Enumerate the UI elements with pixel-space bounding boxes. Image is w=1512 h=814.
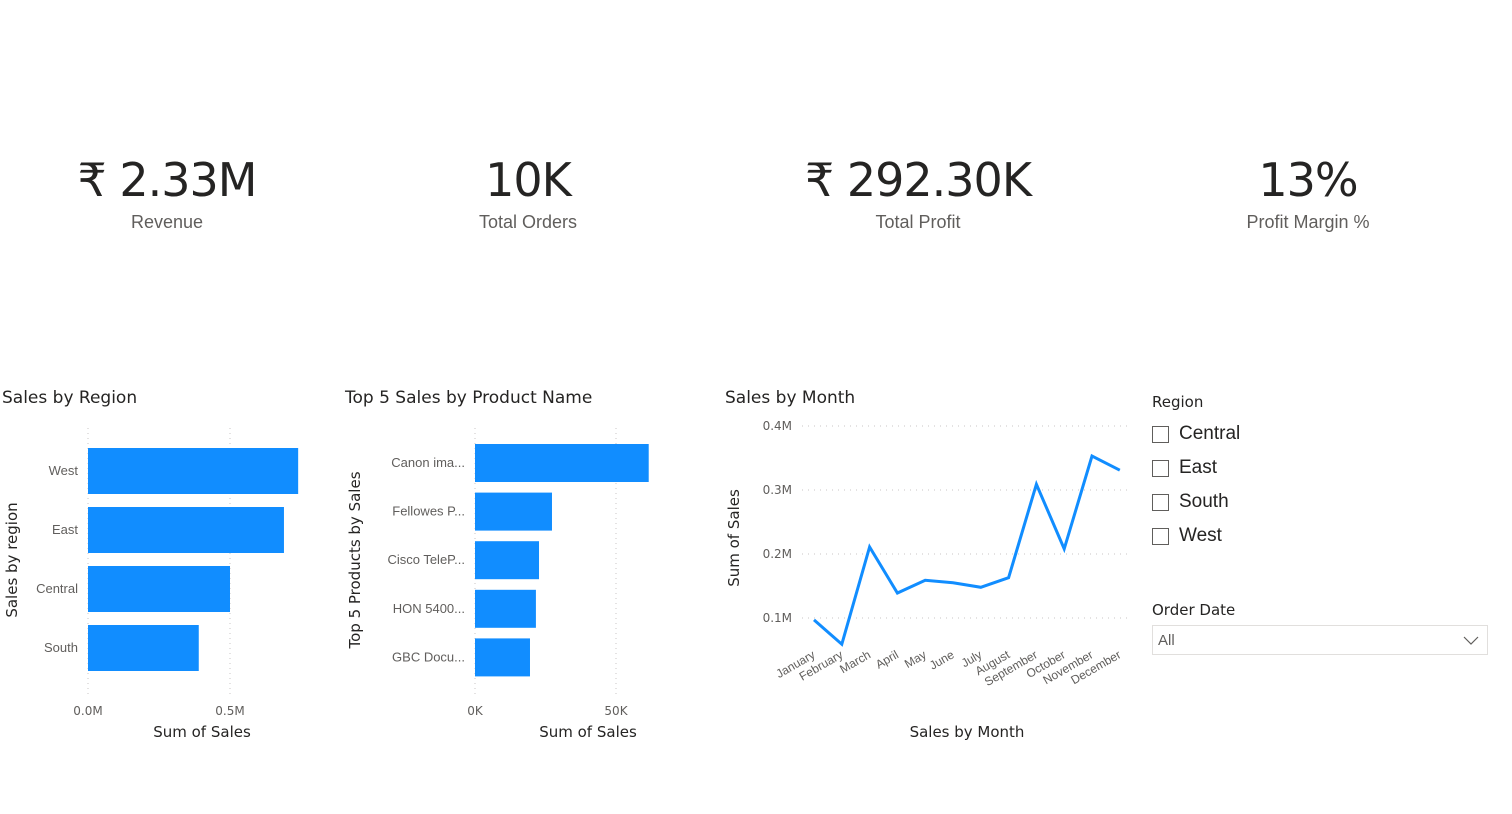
chart-title-top5-products: Top 5 Sales by Product Name (345, 388, 593, 408)
kpi-value: 10K (485, 153, 572, 207)
y-tick-label: 0.1M (763, 611, 792, 625)
bar[interactable] (88, 625, 199, 671)
region-slicer: Region Central East South West (1152, 393, 1492, 553)
kpi-total-profit: ₹ 292.30K Total Profit (768, 150, 1068, 233)
kpi-total-orders: 10K Total Orders (378, 150, 678, 233)
x-axis-title: Sum of Sales (539, 723, 637, 741)
category-label: Fellowes P... (392, 504, 465, 519)
bar[interactable] (475, 541, 540, 580)
top5-products-chart[interactable]: 0K 50K Canon ima... Fellowes P... Cisco Tele… (340, 420, 670, 750)
category-label: HON 5400... (393, 601, 465, 616)
chevron-down-icon (1463, 631, 1479, 650)
bar[interactable] (88, 448, 299, 494)
region-slicer-title: Region (1152, 393, 1204, 411)
bar[interactable] (475, 492, 552, 531)
x-axis-title: Sales by Month (910, 723, 1025, 741)
kpi-label: Revenue (130, 212, 204, 232)
x-tick-label: 0.0M (73, 704, 102, 718)
order-date-dropdown[interactable]: All (1152, 625, 1488, 655)
checkbox[interactable] (1152, 493, 1169, 511)
x-tick-label: March (837, 647, 873, 676)
bar[interactable] (475, 444, 649, 482)
kpi-label: Total Profit (875, 212, 961, 232)
x-tick-label: 50K (604, 704, 628, 718)
sales-line[interactable] (813, 453, 1121, 647)
order-date-selected-value: All (1158, 631, 1175, 649)
bar[interactable] (475, 638, 530, 677)
x-tick-label: May (902, 647, 929, 670)
kpi-profit-margin: 13% Profit Margin % (1158, 150, 1458, 233)
bar[interactable] (475, 589, 536, 628)
order-date-slicer: Order Date All (1152, 601, 1488, 655)
checkbox[interactable] (1152, 527, 1169, 545)
category-label: West (49, 463, 79, 478)
x-tick-label: 0.5M (215, 704, 244, 718)
chart-title-sales-by-month: Sales by Month (725, 388, 856, 408)
slicer-item-label: West (1179, 525, 1222, 546)
kpi-revenue: ₹ 2.33M Revenue (17, 150, 317, 233)
kpi-value: ₹ 292.30K (804, 153, 1032, 207)
slicer-item-label: East (1179, 457, 1218, 478)
kpi-label: Profit Margin % (1246, 212, 1370, 232)
order-date-slicer-title: Order Date (1152, 601, 1236, 619)
y-axis-title: Top 5 Products by Sales (346, 471, 364, 649)
category-label: GBC Docu... (392, 649, 465, 664)
x-tick-label: 0K (467, 704, 484, 718)
category-label: Canon ima... (391, 455, 465, 470)
kpi-label: Total Orders (478, 212, 578, 232)
x-axis-title: Sum of Sales (153, 723, 251, 741)
x-tick-label: June (927, 647, 957, 672)
y-tick-label: 0.4M (763, 419, 792, 433)
bar[interactable] (88, 566, 230, 612)
slicer-item-central[interactable]: Central (1152, 417, 1492, 451)
y-tick-label: 0.3M (763, 483, 792, 497)
sales-by-region-chart[interactable]: 0.0M 0.5M West East Central South Sum of Sales… (0, 420, 320, 750)
y-axis-title: Sum of Sales (725, 489, 743, 587)
y-tick-label: 0.2M (763, 547, 792, 561)
x-tick-label: April (873, 647, 901, 671)
slicer-item-label: South (1179, 491, 1229, 512)
checkbox[interactable] (1152, 425, 1169, 443)
slicer-item-east[interactable]: East (1152, 451, 1492, 485)
category-label: East (52, 522, 78, 537)
kpi-value: 13% (1258, 153, 1358, 207)
category-label: Central (36, 581, 78, 596)
category-label: South (44, 640, 78, 655)
y-axis-title: Sales by region (3, 502, 21, 617)
checkbox[interactable] (1152, 459, 1169, 477)
kpi-value: ₹ 2.33M (77, 153, 258, 207)
slicer-item-west[interactable]: West (1152, 519, 1492, 553)
bar[interactable] (88, 507, 284, 553)
chart-title-sales-by-region: Sales by Region (2, 388, 138, 408)
category-label: Cisco TeleP... (387, 552, 465, 567)
slicer-item-label: Central (1179, 423, 1241, 444)
slicer-item-south[interactable]: South (1152, 485, 1492, 519)
